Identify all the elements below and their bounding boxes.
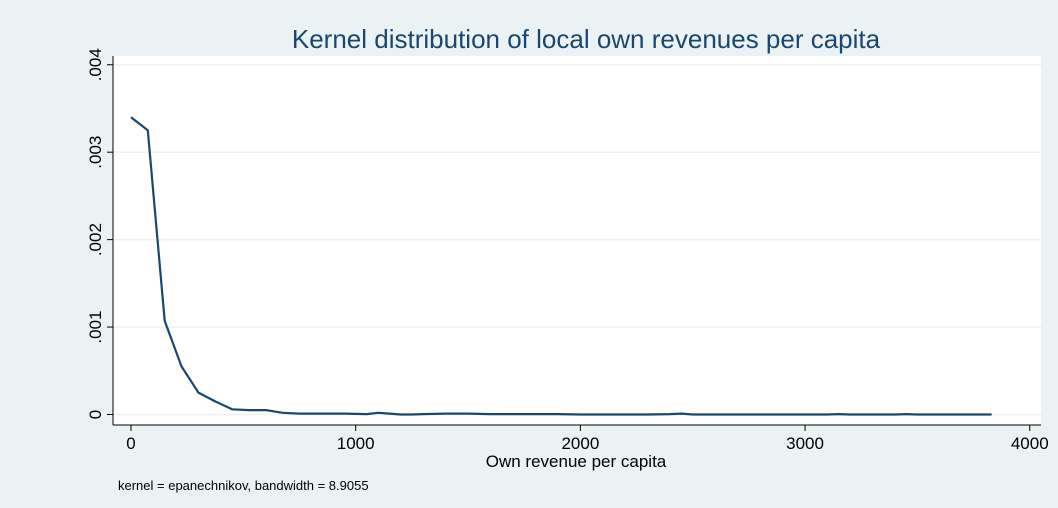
y-tick-label: .004 (86, 48, 105, 81)
x-tick-label: 3000 (786, 434, 824, 453)
x-tick-label: 4000 (1011, 434, 1049, 453)
chart-title: Kernel distribution of local own revenue… (292, 24, 881, 54)
series-layer (130, 116, 992, 416)
x-tick-label: 0 (126, 434, 135, 453)
x-tick-label: 1000 (337, 434, 375, 453)
x-axis-label: Own revenue per capita (486, 452, 667, 471)
x-tick-label: 2000 (561, 434, 599, 453)
kernel-note: kernel = epanechnikov, bandwidth = 8.905… (118, 478, 369, 493)
plot-area (113, 56, 1041, 425)
y-tick-label: .002 (86, 223, 105, 256)
axes: 0 .001 .002 .003 .004 0 1000 2000 3000 4000 (86, 48, 1049, 453)
density-line (130, 116, 992, 416)
y-tick-label: .003 (86, 136, 105, 169)
y-tick-label: 0 (86, 410, 105, 419)
y-tick-label: .001 (86, 311, 105, 344)
